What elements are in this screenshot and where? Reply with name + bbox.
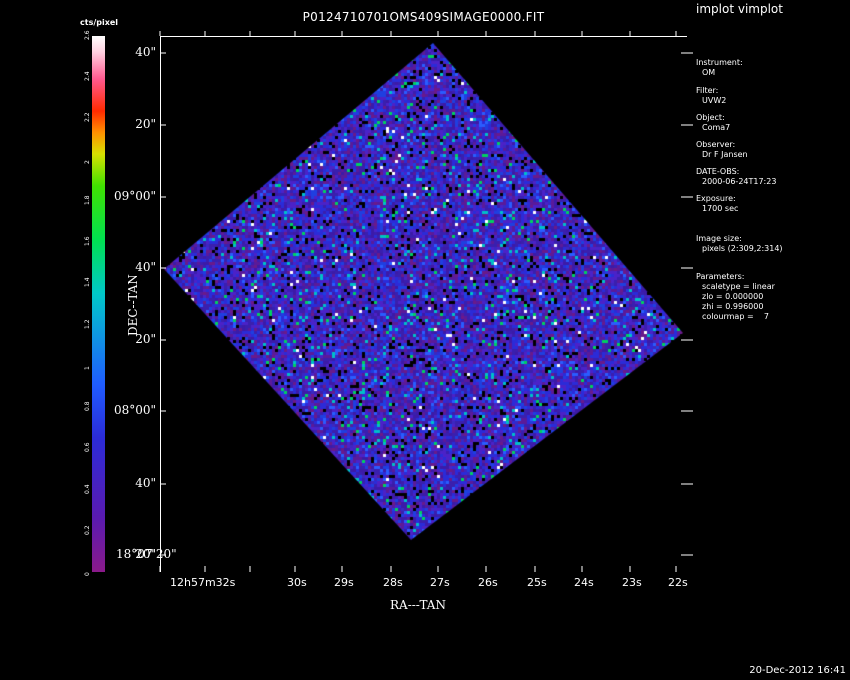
x-tick-label: 29s	[334, 576, 354, 589]
info-value: Coma7	[702, 123, 731, 132]
x-tick-label: 12h57m32s	[170, 576, 236, 589]
info-label: Image size:	[696, 234, 742, 243]
x-tick-label: 23s	[622, 576, 642, 589]
colorbar-title: cts/pixel	[80, 18, 119, 27]
x-axis-title: RA---TAN	[390, 598, 446, 612]
info-entry: Image size: pixels (2:309,2:314)	[696, 234, 783, 254]
info-value: UVW2	[702, 96, 727, 105]
info-label: Object:	[696, 113, 725, 122]
info-value: Dr F Jansen	[702, 150, 748, 159]
y-bottom-label: 18°07'20"	[116, 547, 177, 561]
info-value: 1700 sec	[702, 204, 739, 213]
x-tick-label: 30s	[287, 576, 307, 589]
info-value: scaletype = linear zlo = 0.000000 zhi = …	[702, 282, 775, 321]
info-value: OM	[702, 68, 716, 77]
y-tick-label: 20"	[135, 547, 156, 561]
y-tick-label: 20"	[135, 117, 156, 131]
info-label: Observer:	[696, 140, 736, 149]
x-tick-label: 24s	[574, 576, 594, 589]
image-plot-frame[interactable]	[160, 36, 688, 573]
x-tick-label: 28s	[383, 576, 403, 589]
info-entry: DATE-OBS: 2000-06-24T17:23	[696, 167, 776, 187]
x-tick-label: 25s	[527, 576, 547, 589]
info-label: Exposure:	[696, 194, 736, 203]
info-value: pixels (2:309,2:314)	[702, 244, 783, 253]
y-tick-label: 20"	[135, 332, 156, 346]
info-label: Parameters:	[696, 272, 745, 281]
x-tick-label: 27s	[430, 576, 450, 589]
image-canvas[interactable]	[161, 37, 688, 573]
footer-timestamp: 20-Dec-2012 16:41	[749, 665, 846, 676]
x-tick-label: 26s	[478, 576, 498, 589]
y-tick-label: 40"	[135, 260, 156, 274]
info-entry: Object: Coma7	[696, 113, 730, 133]
info-entry: Parameters: scaletype = linear zlo = 0.00…	[696, 272, 775, 322]
info-entry: Filter: UVW2	[696, 86, 726, 106]
app-title: implot vimplot	[696, 2, 783, 16]
colorbar	[92, 36, 105, 572]
info-label: Instrument:	[696, 58, 743, 67]
x-tick-label: 22s	[668, 576, 688, 589]
y-tick-label: 08°00"	[113, 403, 156, 417]
image-title: P0124710701OMS409SIMAGE0000.FIT	[302, 10, 545, 24]
info-entry: Observer: Dr F Jansen	[696, 140, 748, 160]
info-entry: Instrument: OM	[696, 58, 743, 78]
y-tick-label: 40"	[135, 476, 156, 490]
info-label: Filter:	[696, 86, 719, 95]
y-tick-label: 09°00"	[113, 189, 156, 203]
y-tick-label: 40"	[135, 45, 156, 59]
info-value: 2000-06-24T17:23	[702, 177, 777, 186]
info-entry: Exposure: 1700 sec	[696, 194, 738, 214]
info-label: DATE-OBS:	[696, 167, 740, 176]
